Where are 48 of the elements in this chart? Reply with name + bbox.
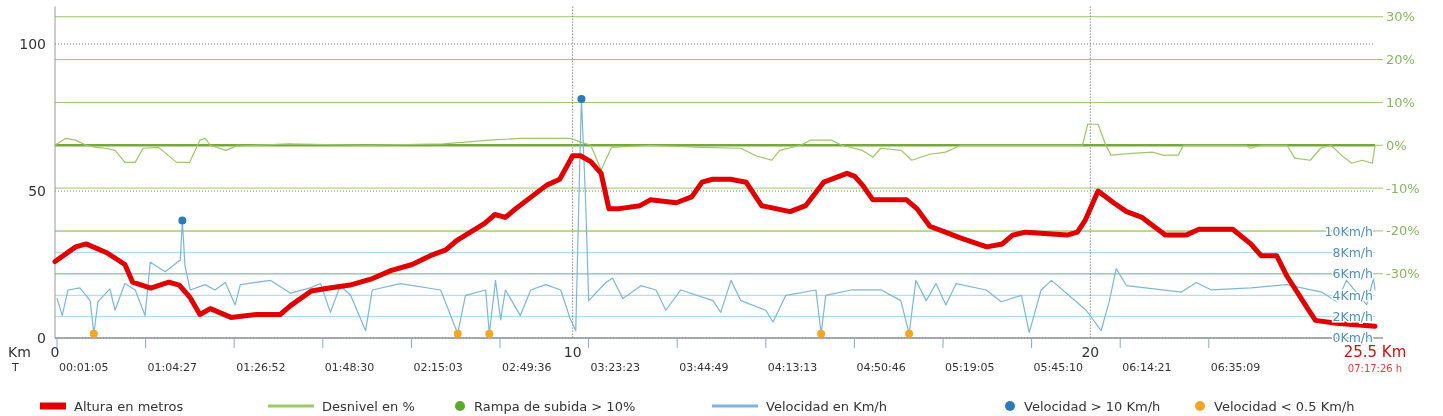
legend-label: Altura en metros [74, 398, 184, 414]
y2-tick-label: 30% [1386, 9, 1415, 25]
point [453, 329, 462, 338]
y2-tick-label: -20% [1386, 223, 1420, 239]
y2-tick-label: 20% [1386, 52, 1415, 68]
legend-label: Rampa de subida > 10% [474, 398, 636, 414]
y-tick-label: 50 [28, 182, 46, 199]
y3-tick-label: 0Km/h [1332, 330, 1373, 346]
point [178, 216, 187, 225]
y3-tick-label: 2Km/h [1332, 309, 1373, 325]
legend-label: Velocidad en Km/h [766, 398, 887, 414]
point [905, 329, 914, 338]
y2-tick-label: 0% [1386, 137, 1407, 153]
text: 07:17:26 h [1347, 363, 1403, 374]
point [577, 94, 586, 103]
text: 01:04:27 [147, 361, 198, 374]
y-tick-label: 0 [37, 329, 46, 346]
y2-tick-label: -30% [1386, 266, 1420, 282]
text: 03:44:49 [679, 361, 729, 374]
legend-label: Velocidad > 10 Km/h [1024, 398, 1161, 414]
text: T [11, 361, 19, 374]
point [817, 329, 826, 338]
x-tick-label: 10 [563, 344, 582, 360]
y3-tick-label: 10Km/h [1324, 223, 1373, 239]
legend-label: Desnivel en % [322, 398, 415, 414]
text: 00:01:05 [59, 361, 109, 374]
point [485, 329, 494, 338]
text: 03:23:23 [590, 361, 641, 374]
x-tick-label: 25.5 Km [1343, 343, 1407, 361]
text: 01:26:52 [236, 361, 286, 374]
text: 02:15:03 [413, 361, 463, 374]
text: 02:49:36 [502, 361, 552, 374]
x-tick-label: 0 [50, 344, 60, 360]
text: 06:35:09 [1210, 361, 1261, 374]
text: 05:19:05 [945, 361, 995, 374]
text: 04:13:13 [767, 361, 818, 374]
text: 04:50:46 [856, 361, 906, 374]
y2-tick-label: -10% [1386, 180, 1420, 196]
y-tick-label: 100 [19, 35, 46, 52]
text: 05:45:10 [1033, 361, 1084, 374]
x-tick-label: 20 [1081, 344, 1100, 360]
legend-label: Velocidad < 0.5 Km/h [1214, 398, 1355, 414]
point [89, 329, 98, 338]
text: 01:48:30 [324, 361, 375, 374]
y2-tick-label: 10% [1386, 94, 1415, 110]
text: 06:14:21 [1122, 361, 1172, 374]
x-axis-title: Km [8, 344, 31, 360]
y3-tick-label: 8Km/h [1332, 244, 1373, 260]
